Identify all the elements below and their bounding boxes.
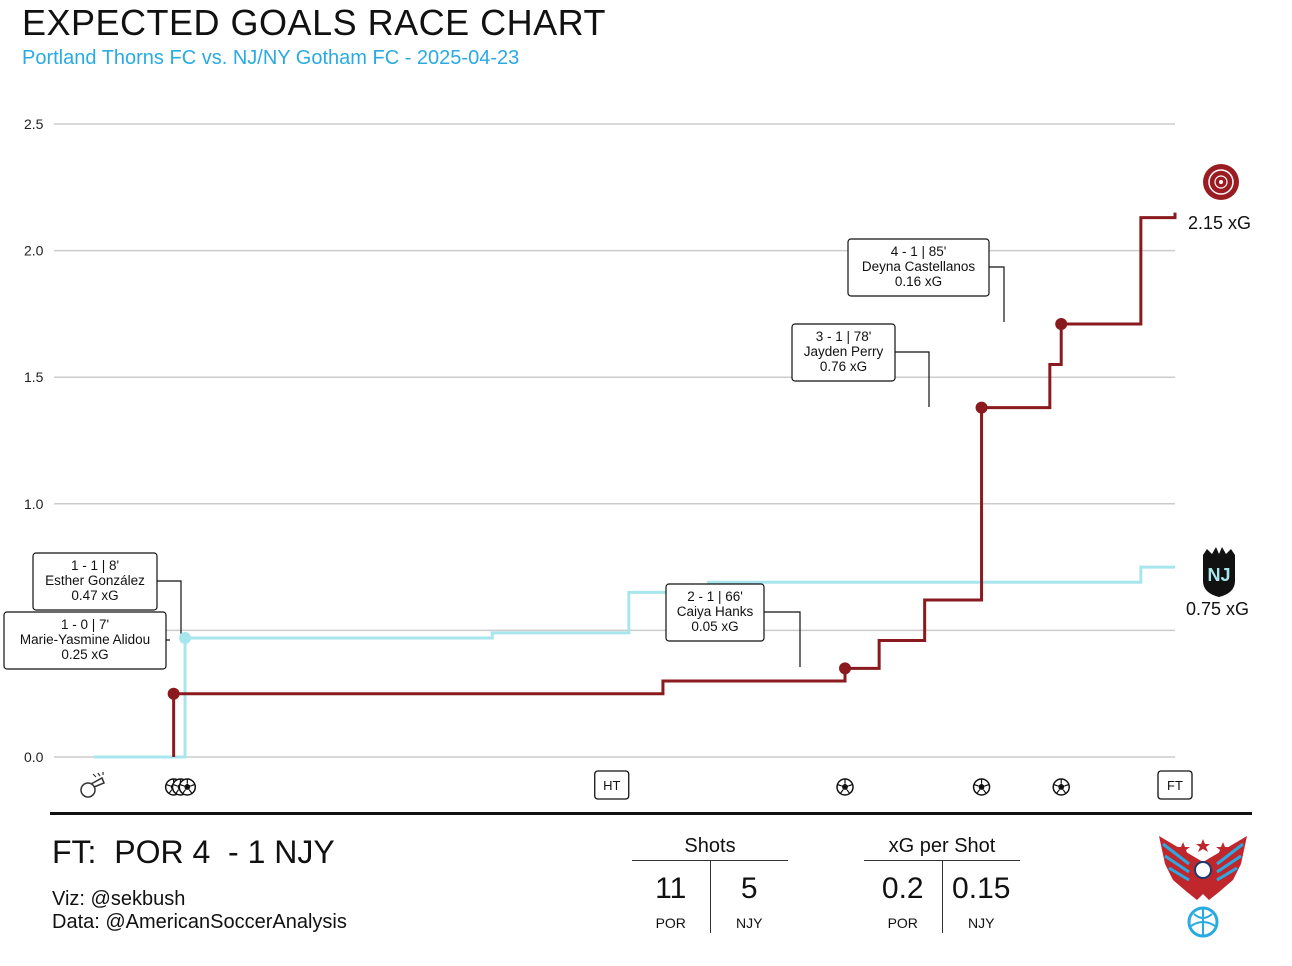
goal-scorer: Esther González (45, 573, 145, 588)
annotation-leader (157, 580, 182, 636)
stat-title: Shots (632, 832, 788, 861)
period-marker-label: FT (1167, 778, 1183, 793)
footer-divider (50, 812, 1252, 815)
goal-dots (167, 318, 1068, 700)
y-tick-label: 1.5 (24, 369, 44, 385)
timeline-markers: HT FT (80, 770, 1193, 800)
period-marker-label: HT (603, 778, 620, 793)
viz-credit: Viz: @sekbush (52, 888, 186, 910)
goal-dot-por (167, 687, 180, 700)
annotation-leader (764, 611, 801, 667)
soccer-ball-icon (972, 778, 991, 796)
stat-team-por: POR (655, 915, 686, 931)
goal-xg: 0.47 xG (71, 588, 118, 603)
por-final-label: 2.15 xG (1188, 213, 1251, 233)
eagle-soccer-ball-icon (1159, 836, 1247, 938)
series-lines (94, 212, 1177, 759)
stat-value-njy: 0.15 (952, 872, 1011, 905)
goal-dot-por (1055, 318, 1068, 331)
goal-annotation-box (791, 323, 896, 382)
series-line-por (172, 212, 1177, 757)
y-tick-label: 0.0 (24, 749, 44, 765)
xg-per-shot-stat: xG per Shot 0.2 POR 0.15 NJY (864, 832, 1020, 933)
goal-score-minute: 3 - 1 | 78' (816, 329, 872, 344)
stat-value-por: 11 (655, 872, 687, 905)
period-marker: HT (594, 770, 630, 800)
period-marker: FT (1157, 770, 1193, 800)
soccer-ball-icon (1052, 778, 1070, 796)
gotham-nj-crest-icon: NJ (1203, 547, 1235, 597)
y-tick-label: 2.5 (24, 116, 44, 132)
annotation-leader (989, 266, 1005, 322)
grid-lines (54, 123, 1175, 758)
stat-value-por: 0.2 (881, 872, 924, 905)
goal-score-minute: 2 - 1 | 66' (687, 589, 743, 604)
whistle-icon (80, 772, 105, 798)
goal-score-minute: 4 - 1 | 85' (891, 244, 947, 259)
stat-team-njy: NJY (736, 915, 763, 931)
goal-xg: 0.16 xG (895, 274, 942, 289)
y-tick-label: 2.0 (24, 243, 44, 259)
goal-xg: 0.76 xG (820, 359, 867, 374)
svg-text:NJ: NJ (1207, 565, 1230, 585)
goal-scorer: Jayden Perry (804, 344, 884, 359)
stat-team-por: POR (887, 915, 918, 931)
goal-annotation-box (3, 611, 167, 670)
stat-value-njy: 5 (740, 872, 758, 905)
series-line-njy (94, 565, 1175, 759)
goal-score-minute: 1 - 0 | 7' (61, 617, 109, 632)
goal-dot-por (975, 401, 988, 414)
stat-team-njy: NJY (968, 915, 995, 931)
shots-stat: Shots 11 POR 5 NJY (632, 832, 788, 933)
goal-score-minute: 1 - 1 | 8' (71, 558, 119, 573)
goal-dot-njy (179, 631, 192, 644)
goal-annotation-box (847, 238, 990, 297)
annotation-leader (895, 351, 930, 407)
goal-annotation-box (665, 583, 765, 642)
data-credit: Data: @AmericanSoccerAnalysis (52, 911, 347, 933)
njy-final-label: 0.75 xG (1186, 599, 1249, 619)
soccer-ball-icon (836, 778, 854, 796)
final-score: FT: POR 4 - 1 NJY (52, 834, 335, 870)
y-tick-label: 1.0 (24, 496, 44, 512)
thorns-crest-icon (1203, 164, 1239, 200)
goal-xg: 0.25 xG (61, 647, 108, 662)
goal-scorer: Caiya Hanks (677, 604, 754, 619)
goal-scorer: Deyna Castellanos (862, 259, 976, 274)
chart-subtitle: Portland Thorns FC vs. NJ/NY Gotham FC -… (22, 47, 520, 69)
stat-title: xG per Shot (864, 832, 1020, 861)
chart-title: EXPECTED GOALS RACE CHART (22, 2, 606, 43)
goal-dot-por (839, 662, 852, 675)
goal-xg: 0.05 xG (691, 619, 738, 634)
soccer-ball-icon (178, 778, 197, 796)
goal-scorer: Marie-Yasmine Alidou (20, 632, 150, 647)
goal-annotation-box (32, 552, 158, 611)
